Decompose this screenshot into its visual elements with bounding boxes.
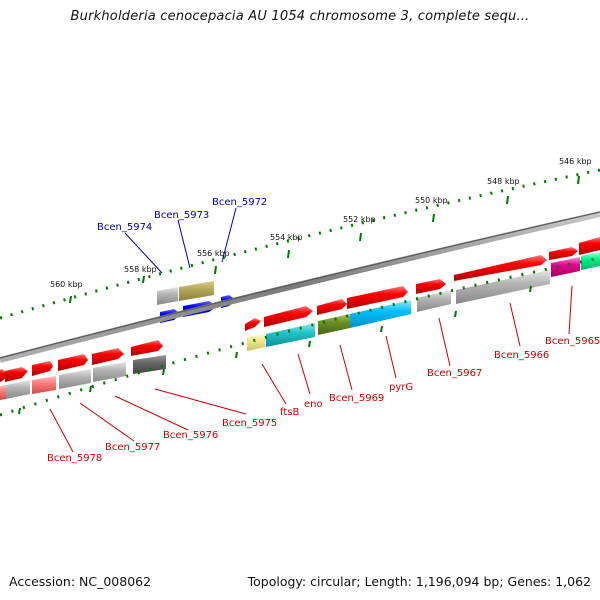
gene-red-9: [317, 299, 347, 315]
gene-dark-d: [133, 355, 166, 374]
gene-red-3: [32, 361, 53, 376]
gene-label-ftsB[interactable]: ftsB: [280, 407, 299, 418]
gene-spring-green: [581, 252, 600, 270]
genome-backbone: [0, 211, 600, 363]
gene-label-bcen-5978[interactable]: Bcen_5978: [47, 453, 102, 464]
gene-label-bcen-5972[interactable]: Bcen_5972: [212, 197, 267, 208]
gene-gray-b: [59, 369, 91, 389]
bottom-strand-color-row[interactable]: [0, 252, 600, 400]
gene-label-bcen-5975[interactable]: Bcen_5975: [222, 418, 277, 429]
scale-label-550: 550 kbp: [415, 196, 448, 205]
gene-red-12: [454, 255, 547, 281]
scale-label-548: 548 kbp: [487, 177, 520, 186]
scale-label-558: 558 kbp: [124, 265, 157, 274]
gene-olive-5969: [318, 314, 350, 335]
gene-label-pyrG[interactable]: pyrG: [389, 382, 413, 393]
gene-label-bcen-5976[interactable]: Bcen_5976: [163, 430, 218, 441]
accession-label: Accession: NC_008062: [9, 574, 152, 589]
gene-label-bcen-5974[interactable]: Bcen_5974: [97, 222, 152, 233]
gene-label-bcen-5966[interactable]: Bcen_5966: [494, 350, 549, 361]
scale-label-556: 556 kbp: [197, 249, 230, 258]
gene-gray-5966: [456, 270, 550, 304]
genome-summary: Topology: circular; Length: 1,196,094 bp…: [247, 574, 591, 589]
gene-yellow-ftsB: [247, 334, 265, 351]
gene-label-bcen-5977[interactable]: Bcen_5977: [105, 442, 160, 453]
scale-label-560: 560 kbp: [50, 280, 83, 289]
gene-feature-olive-top: [179, 281, 214, 301]
gene-pink-5965: [551, 257, 580, 277]
gene-label-bcen-5973[interactable]: Bcen_5973: [154, 210, 209, 221]
gene-salmon-left: [0, 385, 6, 400]
gene-red-14: [579, 237, 600, 255]
gene-gray-c: [93, 362, 126, 382]
gene-gray-5967: [417, 290, 451, 312]
bottom-strand-red-row[interactable]: [0, 237, 600, 382]
gene-label-eno[interactable]: eno: [304, 399, 323, 410]
gene-red-8: [264, 306, 313, 327]
gene-red-5: [92, 348, 124, 365]
gene-feature-gray-top: [157, 287, 178, 305]
gene-salmon-a: [32, 376, 56, 394]
scale-label-554: 554 kbp: [270, 233, 303, 242]
gene-cyan-pyrG: [350, 300, 411, 328]
gene-red-11: [416, 279, 446, 294]
bottom-leader-lines: [49, 285, 573, 453]
inner-scale-arc: [0, 256, 600, 417]
gene-red-13: [549, 247, 578, 260]
gene-red-1: [0, 369, 9, 382]
gene-teal-eno: [266, 323, 315, 347]
gene-red-6: [131, 340, 163, 356]
gene-red-4: [58, 354, 88, 371]
gene-gray-a: [6, 380, 30, 399]
scale-label-552: 552 kbp: [343, 215, 376, 224]
gene-label-bcen-5967[interactable]: Bcen_5967: [427, 368, 482, 379]
scale-label-546: 546 kbp: [559, 157, 592, 166]
map-title: Burkholderia cenocepacia AU 1054 chromos…: [70, 9, 530, 24]
gene-red-2: [5, 367, 28, 382]
gene-label-bcen-5965[interactable]: Bcen_5965: [545, 336, 600, 347]
outer-major-ticks: [69, 175, 580, 304]
gene-red-7: [245, 318, 261, 331]
inner-major-ticks: [18, 285, 532, 415]
top-leader-lines: [124, 207, 237, 274]
gene-red-10: [347, 286, 408, 309]
outer-scale-arc: [0, 168, 600, 320]
gene-label-bcen-5969[interactable]: Bcen_5969: [329, 393, 384, 404]
